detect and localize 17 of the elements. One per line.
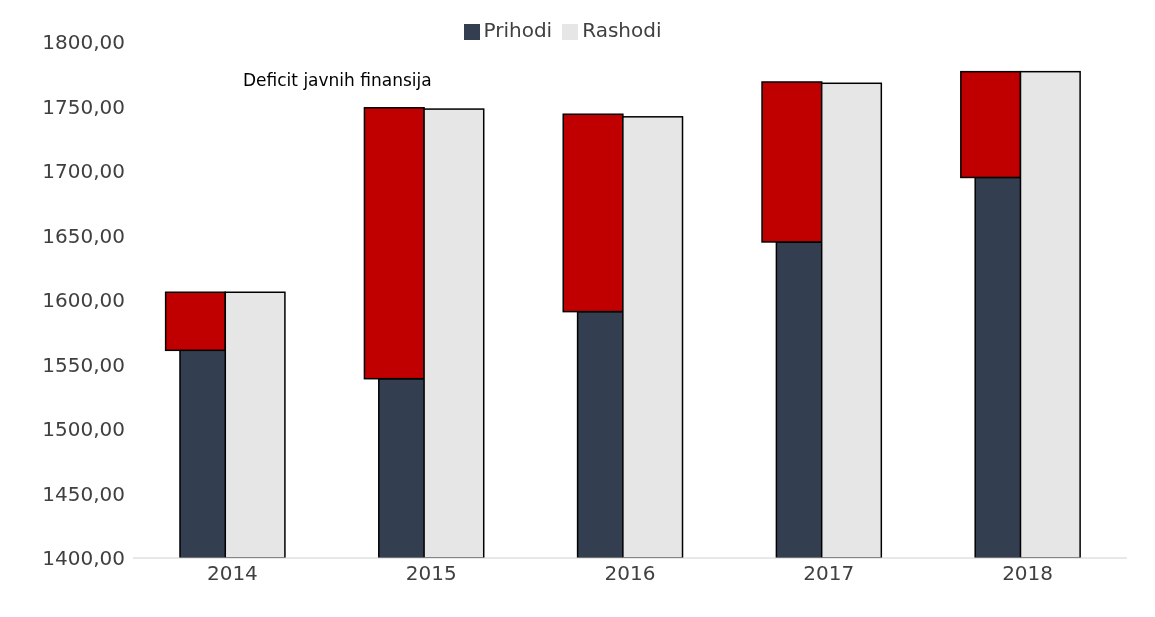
x-tick-label: 2015 <box>405 561 457 586</box>
y-tick-label: 1450,00 <box>42 481 125 506</box>
x-tick-label: 2014 <box>206 561 258 586</box>
y-tick-label: 1750,00 <box>42 94 125 119</box>
y-tick-label: 1400,00 <box>42 546 125 571</box>
annotation: Deficit javnih finansija <box>243 70 432 90</box>
y-tick-label: 1550,00 <box>42 352 125 377</box>
y-tick-label: 1500,00 <box>42 417 125 442</box>
x-tick-label: 2016 <box>604 561 656 586</box>
legend-label: Prihodi <box>483 18 553 42</box>
y-tick-label: 1650,00 <box>42 223 125 248</box>
y-tick-label: 1700,00 <box>42 159 125 184</box>
x-tick-label: 2017 <box>803 561 855 586</box>
x-tick-label: 2018 <box>1002 561 1054 586</box>
legend-label: Rashodi <box>582 18 662 42</box>
y-tick-label: 1800,00 <box>42 30 125 55</box>
y-tick-label: 1600,00 <box>42 288 125 313</box>
